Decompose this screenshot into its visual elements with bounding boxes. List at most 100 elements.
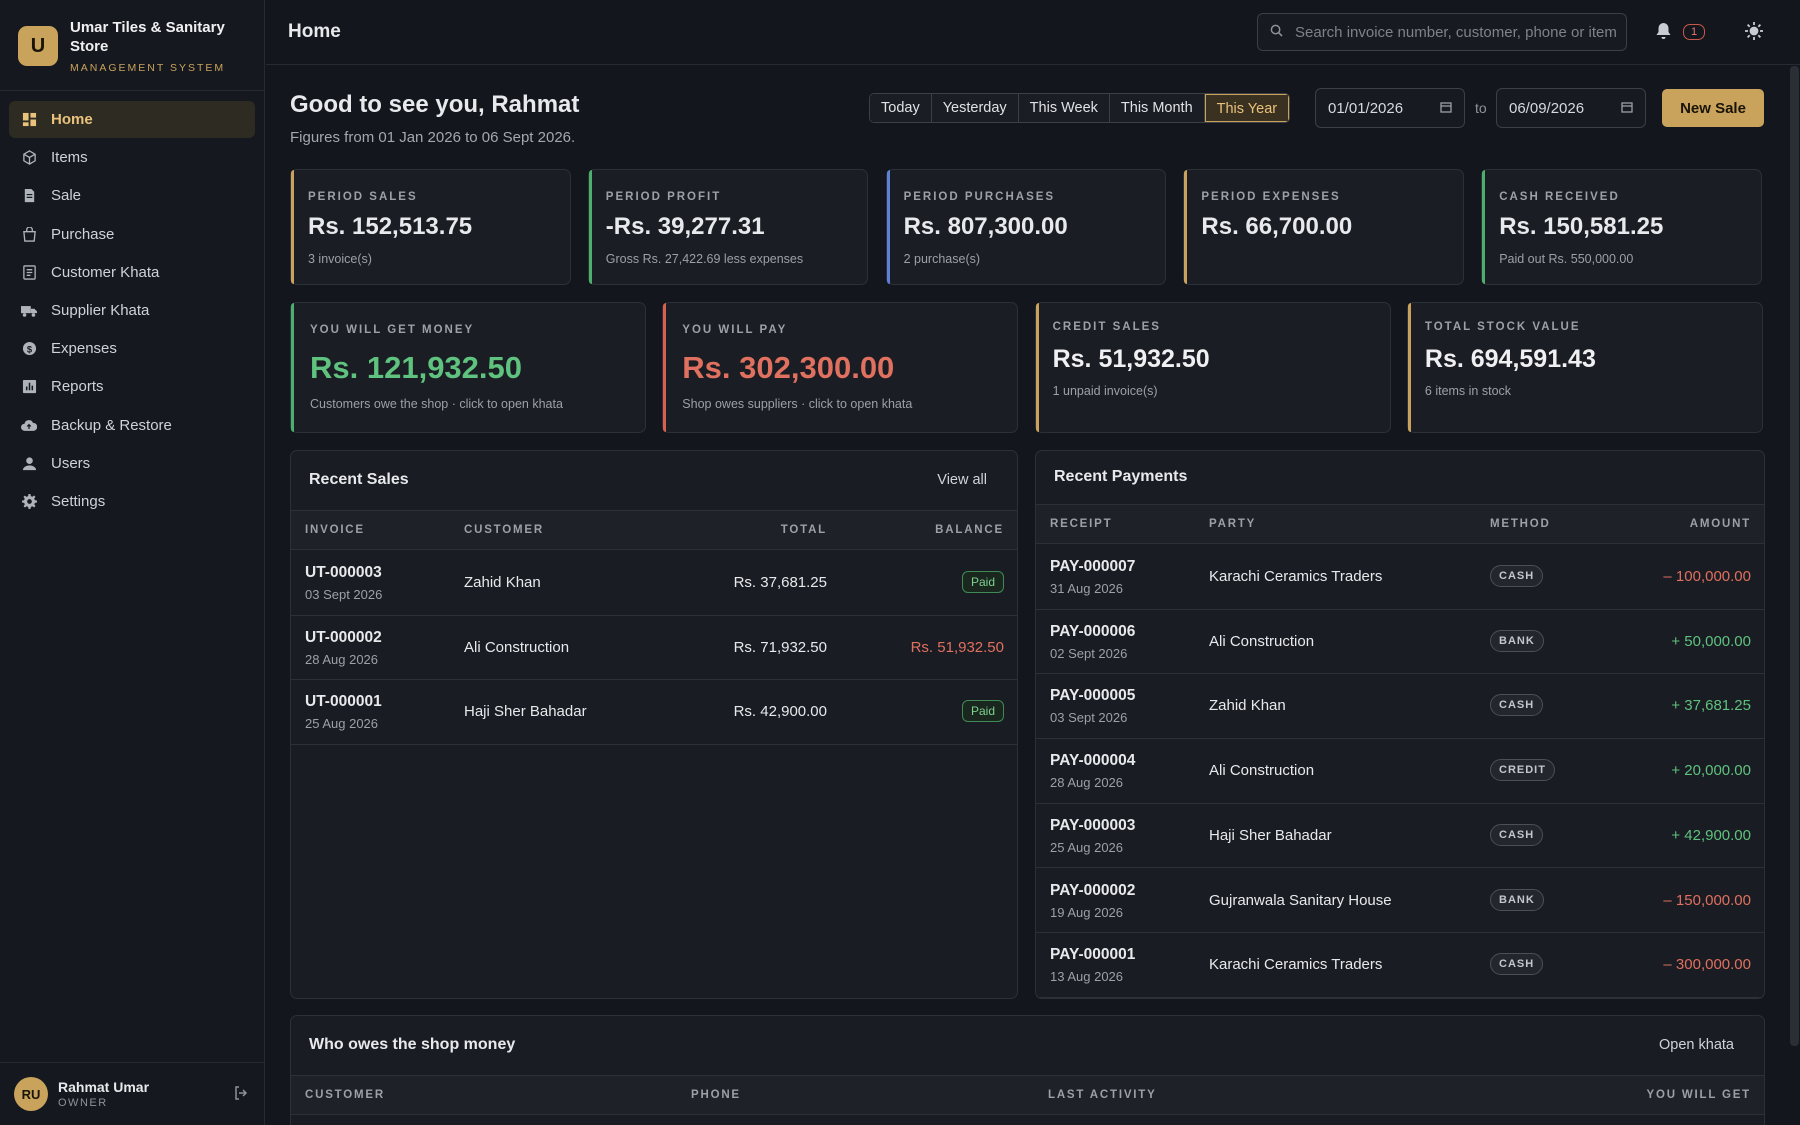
sidebar-item-backup-restore[interactable]: Backup & Restore	[9, 407, 255, 444]
sale-total: Rs. 42,900.00	[733, 703, 827, 721]
summary-accent-bar	[291, 303, 294, 432]
receipt-number: PAY-000002	[1050, 881, 1136, 899]
stat-subtext: Gross Rs. 27,422.69 less expenses	[605, 252, 804, 266]
stat-card[interactable]: PERIOD PROFIT -Rs. 39,277.31 Gross Rs. 27,…	[587, 169, 869, 285]
receipt-date: 31 Aug 2026	[1050, 581, 1124, 596]
search-box[interactable]	[1257, 13, 1627, 51]
th-receipt: RECEIPT	[1050, 518, 1113, 530]
user-role: OWNER	[58, 1097, 108, 1109]
stat-label: PERIOD PURCHASES	[903, 191, 1056, 203]
search-input[interactable]	[1295, 23, 1620, 41]
cloud-icon	[21, 417, 37, 433]
summary-value: Rs. 302,300.00	[682, 350, 895, 385]
table-row[interactable]: PAY-000002 19 Aug 2026 Gujranwala Sanitary…	[1036, 869, 1764, 933]
date-from-field[interactable]: 01/01/2026	[1315, 88, 1465, 128]
th-balance: BALANCE	[935, 524, 1004, 536]
view-all-link[interactable]: View all	[937, 472, 987, 488]
date-to-field[interactable]: 06/09/2026	[1496, 88, 1646, 128]
search-icon	[1270, 24, 1283, 41]
sun-icon[interactable]	[1744, 21, 1764, 45]
table-row[interactable]: UT-000002 28 Aug 2026 Ali Construction Rs. …	[291, 616, 1017, 681]
main-content: Good to see you, Rahmat Figures from 01 …	[266, 66, 1788, 1125]
receipt-number: PAY-000007	[1050, 558, 1136, 575]
truck-icon	[21, 302, 37, 318]
stat-value: -Rs. 39,277.31	[605, 213, 765, 240]
sidebar-item-sale[interactable]: Sale	[9, 177, 255, 214]
table-row[interactable]: PAY-000004 28 Aug 2026 Ali Construction CRE…	[1036, 739, 1764, 804]
stat-card[interactable]: CASH RECEIVED Rs. 150,581.25 Paid out Rs. …	[1481, 169, 1762, 285]
sidebar-item-supplier-khata[interactable]: Supplier Khata	[9, 292, 255, 329]
range-this-week-button[interactable]: This Week	[1018, 94, 1110, 122]
summary-card[interactable]: YOU WILL GET MONEY Rs. 121,932.50 Customer…	[290, 302, 646, 433]
bell-icon[interactable]	[1655, 22, 1672, 44]
table-row[interactable]: PAY-000007 31 Aug 2026 Karachi Ceramics Tr…	[1036, 545, 1764, 610]
stat-subtext: 2 purchase(s)	[903, 252, 981, 266]
new-sale-button[interactable]: New Sale	[1662, 89, 1764, 127]
sidebar-nav: Home Items Sale Purchase Customer Khata Suppl…	[0, 91, 264, 531]
sidebar-item-home[interactable]: Home	[9, 101, 255, 138]
sidebar-item-purchase[interactable]: Purchase	[9, 216, 255, 253]
summary-card[interactable]: TOTAL STOCK VALUE Rs. 694,591.43 6 items i…	[1406, 302, 1763, 433]
stat-card[interactable]: PERIOD SALES Rs. 152,513.75 3 invoice(s)	[290, 169, 571, 285]
sidebar-item-items[interactable]: Items	[9, 139, 255, 176]
logout-icon[interactable]	[233, 1085, 251, 1103]
date-from-value: 01/01/2026	[1328, 99, 1404, 117]
payment-amount: – 150,000.00	[1663, 891, 1751, 909]
sale-total: Rs. 71,932.50	[733, 638, 827, 656]
stat-label: PERIOD PROFIT	[605, 191, 722, 203]
summary-subtext: Shop owes suppliers · click to open khat…	[682, 397, 913, 411]
scrollbar[interactable]	[1790, 66, 1799, 1046]
summary-value: Rs. 51,932.50	[1052, 345, 1210, 373]
summary-label: YOU WILL GET MONEY	[310, 324, 475, 336]
invoice-date: 28 Aug 2026	[305, 651, 379, 667]
table-row[interactable]: UT-000003 03 Sept 2026 Zahid Khan Rs. 37,68…	[291, 551, 1017, 616]
sidebar-item-expenses[interactable]: $ Expenses	[9, 330, 255, 367]
range-this-year-button[interactable]: This Year	[1204, 94, 1290, 122]
table-row[interactable]: PAY-000006 02 Sept 2026 Ali Construction BA…	[1036, 610, 1764, 675]
sidebar-item-label: Settings	[51, 492, 106, 510]
summary-card[interactable]: CREDIT SALES Rs. 51,932.50 1 unpaid invoic…	[1034, 302, 1391, 433]
method-wrap: CASH	[1490, 565, 1544, 587]
calendar-icon[interactable]	[1440, 100, 1452, 117]
method-badge: CASH	[1490, 694, 1544, 717]
sidebar-item-settings[interactable]: Settings	[9, 483, 255, 520]
who-owes-panel: Who owes the shop money Open khata CUSTO…	[290, 1015, 1765, 1125]
range-this-month-button[interactable]: This Month	[1109, 94, 1205, 122]
ledger-icon	[21, 264, 37, 280]
receipt-date: 03 Sept 2026	[1050, 710, 1128, 726]
stat-accent-bar	[1482, 170, 1486, 284]
stat-value: Rs. 150,581.25	[1499, 213, 1664, 240]
sidebar-item-customer-khata[interactable]: Customer Khata	[9, 254, 255, 291]
user-panel: RU Rahmat Umar OWNER	[0, 1062, 265, 1125]
avatar[interactable]: RU	[14, 1077, 48, 1111]
sidebar-item-reports[interactable]: Reports	[9, 368, 255, 405]
stat-value: Rs. 807,300.00	[903, 213, 1068, 240]
payment-amount: – 300,000.00	[1663, 956, 1751, 974]
method-wrap: CASH	[1490, 823, 1544, 846]
summary-accent-bar	[1035, 303, 1039, 432]
party-name: Haji Sher Bahadar	[1209, 826, 1332, 844]
summary-card[interactable]: YOU WILL PAY Rs. 302,300.00 Shop owes supp…	[662, 302, 1019, 433]
stat-card[interactable]: PERIOD PURCHASES Rs. 807,300.00 2 purchase…	[885, 169, 1167, 285]
table-row[interactable]: PAY-000003 25 Aug 2026 Haji Sher Bahadar CA…	[1036, 804, 1764, 869]
date-range-buttons: Today Yesterday This Week This Month This Ye…	[869, 93, 1291, 123]
stat-card[interactable]: PERIOD EXPENSES Rs. 66,700.00	[1183, 169, 1464, 285]
customer-name: Zahid Khan	[464, 574, 541, 591]
stat-accent-bar	[1184, 170, 1188, 284]
stat-accent-bar	[886, 170, 890, 284]
sidebar: U Umar Tiles & Sanitary Store MANAGEMENT…	[0, 0, 265, 1125]
table-row[interactable]: UT-000001 25 Aug 2026 Haji Sher Bahadar Rs.…	[291, 680, 1017, 745]
cube-icon	[21, 150, 37, 166]
range-today-button[interactable]: Today	[870, 94, 932, 122]
table-row[interactable]: PAY-000001 13 Aug 2026 Karachi Ceramics Tr…	[1036, 933, 1764, 998]
party-name: Ali Construction	[1209, 632, 1315, 650]
sidebar-item-label: Supplier Khata	[51, 301, 150, 319]
calendar-icon[interactable]	[1621, 100, 1633, 117]
summary-value: Rs. 694,591.43	[1424, 345, 1596, 373]
recent-payments-header: RECEIPT PARTY METHOD AMOUNT	[1036, 504, 1764, 544]
table-row[interactable]: PAY-000005 03 Sept 2026 Zahid Khan CASH + 37…	[1036, 674, 1764, 739]
range-yesterday-button[interactable]: Yesterday	[931, 94, 1019, 122]
sidebar-item-users[interactable]: Users	[9, 445, 255, 482]
recent-sales-header: INVOICE CUSTOMER TOTAL BALANCE	[291, 510, 1017, 550]
open-khata-link[interactable]: Open khata	[1659, 1037, 1734, 1053]
